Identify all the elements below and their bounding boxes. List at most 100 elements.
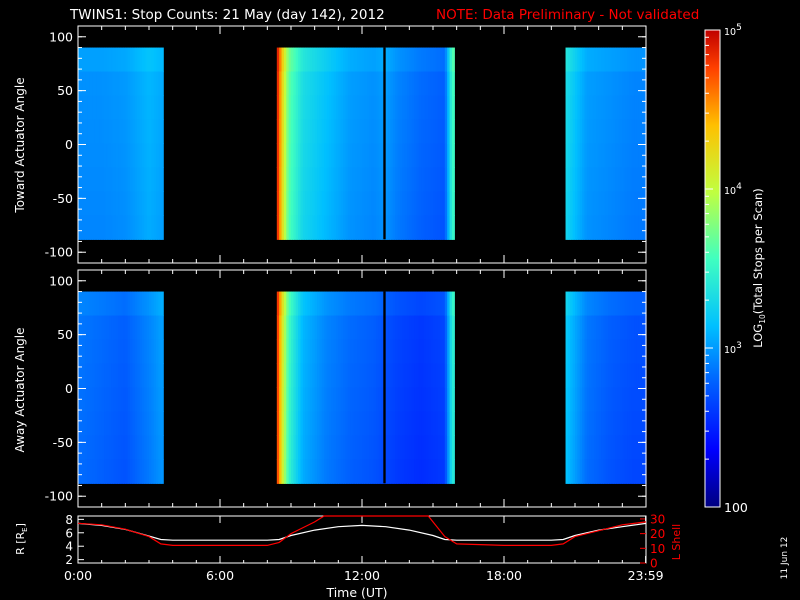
- heatmap-cell: [373, 119, 377, 145]
- heatmap-cell: [125, 95, 129, 121]
- heatmap-cell: [144, 315, 148, 341]
- heatmap-cell: [106, 47, 110, 73]
- heatmap-cell: [643, 339, 647, 365]
- heatmap-cell: [139, 459, 143, 484]
- heatmap-cell: [153, 459, 157, 484]
- heatmap-cell: [96, 435, 100, 460]
- heatmap-cell: [631, 459, 635, 484]
- heatmap-cell: [591, 119, 595, 145]
- heatmap-cell: [288, 435, 292, 460]
- heatmap-cell: [298, 339, 302, 365]
- heatmap-cell: [85, 291, 89, 317]
- heatmap-cell: [345, 411, 349, 436]
- heatmap-cell: [291, 167, 294, 192]
- heatmap-cell: [388, 459, 391, 484]
- heatmap-cell: [601, 291, 604, 317]
- heatmap-cell: [160, 387, 164, 412]
- heatmap-cell: [139, 167, 143, 192]
- heatmap-cell: [641, 411, 645, 436]
- heatmap-cell: [591, 339, 595, 365]
- heatmap-cell: [104, 339, 107, 365]
- heatmap-cell: [376, 191, 380, 216]
- heatmap-cell: [305, 119, 309, 145]
- heatmap-cell: [433, 167, 436, 192]
- heatmap-cell: [577, 143, 581, 168]
- heatmap-cell: [416, 387, 420, 412]
- heatmap-cell: [392, 47, 396, 73]
- heatmap-cell: [601, 191, 604, 216]
- heatmap-cell: [634, 167, 638, 192]
- heatmap-cell: [388, 167, 391, 192]
- heatmap-cell: [402, 215, 406, 240]
- heatmap-cell: [96, 315, 100, 341]
- heatmap-cell: [390, 339, 394, 365]
- heatmap-cell: [627, 459, 631, 484]
- heatmap-cell: [596, 143, 600, 168]
- heatmap-cell: [610, 291, 614, 317]
- heatmap-cell: [302, 435, 306, 460]
- heatmap-cell: [111, 47, 115, 73]
- heatmap-cell: [577, 363, 581, 389]
- heatmap-cell: [385, 95, 389, 121]
- heatmap-cell: [608, 387, 612, 412]
- heatmap-cell: [430, 339, 434, 365]
- heatmap-cell: [586, 119, 590, 145]
- heatmap-cell: [82, 215, 86, 240]
- heatmap-cell: [139, 119, 143, 145]
- heatmap-cell: [115, 291, 119, 317]
- heatmap-cell: [82, 191, 86, 216]
- heatmap-cell: [376, 215, 380, 240]
- heatmap-cell: [324, 339, 328, 365]
- heatmap-cell: [78, 291, 81, 317]
- heatmap-cell: [421, 167, 425, 192]
- heatmap-cell: [631, 291, 635, 317]
- heatmap-cell: [440, 167, 444, 192]
- heatmap-cell: [634, 191, 638, 216]
- heatmap-cell: [324, 47, 328, 73]
- heatmap-cell: [442, 143, 446, 168]
- heatmap-cell: [106, 387, 110, 412]
- heatmap-cell: [627, 71, 631, 97]
- heatmap-cell: [302, 387, 306, 412]
- heatmap-cell: [333, 339, 337, 365]
- heatmap-cell: [345, 191, 349, 216]
- heatmap-cell: [350, 315, 354, 341]
- heatmap-cell: [390, 119, 394, 145]
- heatmap-cell: [392, 291, 396, 317]
- heatmap-cell: [286, 215, 290, 240]
- heatmap-cell: [565, 315, 569, 341]
- heatmap-cell: [300, 387, 304, 412]
- heatmap-cell: [641, 339, 645, 365]
- heatmap-cell: [350, 363, 354, 389]
- heatmap-cell: [293, 411, 297, 436]
- heatmap-cell: [605, 291, 609, 317]
- heatmap-cell: [449, 459, 453, 484]
- heatmap-cell: [610, 387, 614, 412]
- heatmap-cell: [104, 119, 107, 145]
- heatmap-cell: [397, 315, 401, 341]
- heatmap-cell: [153, 315, 157, 341]
- heatmap-cell: [87, 119, 91, 145]
- heatmap-cell: [160, 363, 164, 389]
- heatmap-cell: [433, 291, 436, 317]
- heatmap-cell: [345, 95, 349, 121]
- heatmap-cell: [137, 411, 141, 436]
- heatmap-cell: [404, 143, 408, 168]
- heatmap-cell: [108, 143, 112, 168]
- heatmap-cell: [137, 363, 141, 389]
- heatmap-cell: [160, 95, 164, 121]
- heatmap-cell: [104, 191, 107, 216]
- r-tick-label: 4: [65, 540, 73, 554]
- heatmap-cell: [619, 191, 623, 216]
- heatmap-cell: [449, 339, 453, 365]
- heatmap-cell: [286, 411, 290, 436]
- heatmap-cell: [160, 411, 164, 436]
- heatmap-cell: [643, 215, 647, 240]
- heatmap-cell: [149, 411, 152, 436]
- heatmap-cell: [593, 291, 597, 317]
- heatmap-cell: [305, 191, 309, 216]
- heatmap-cell: [279, 363, 283, 389]
- lshell-tick-label: 10: [650, 542, 665, 556]
- heatmap-cell: [352, 387, 356, 412]
- heatmap-cell: [331, 435, 335, 460]
